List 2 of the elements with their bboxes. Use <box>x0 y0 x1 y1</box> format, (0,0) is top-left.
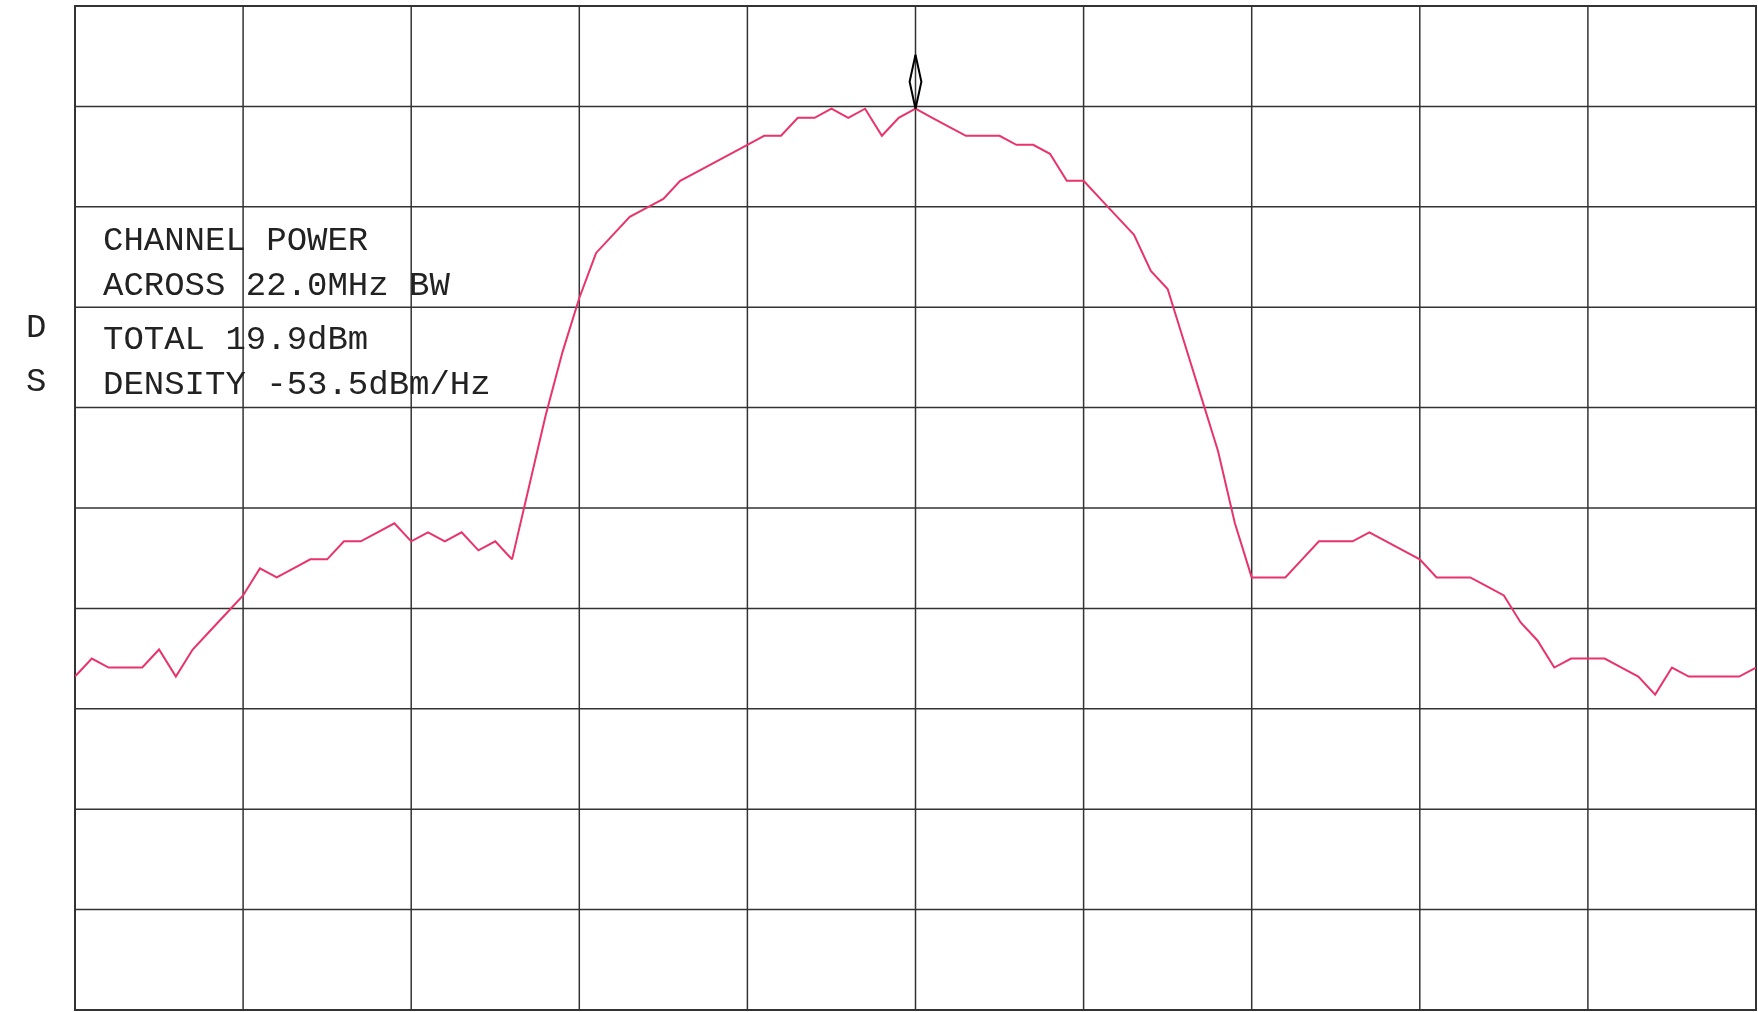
text: S <box>26 363 47 401</box>
text: D <box>26 309 47 347</box>
